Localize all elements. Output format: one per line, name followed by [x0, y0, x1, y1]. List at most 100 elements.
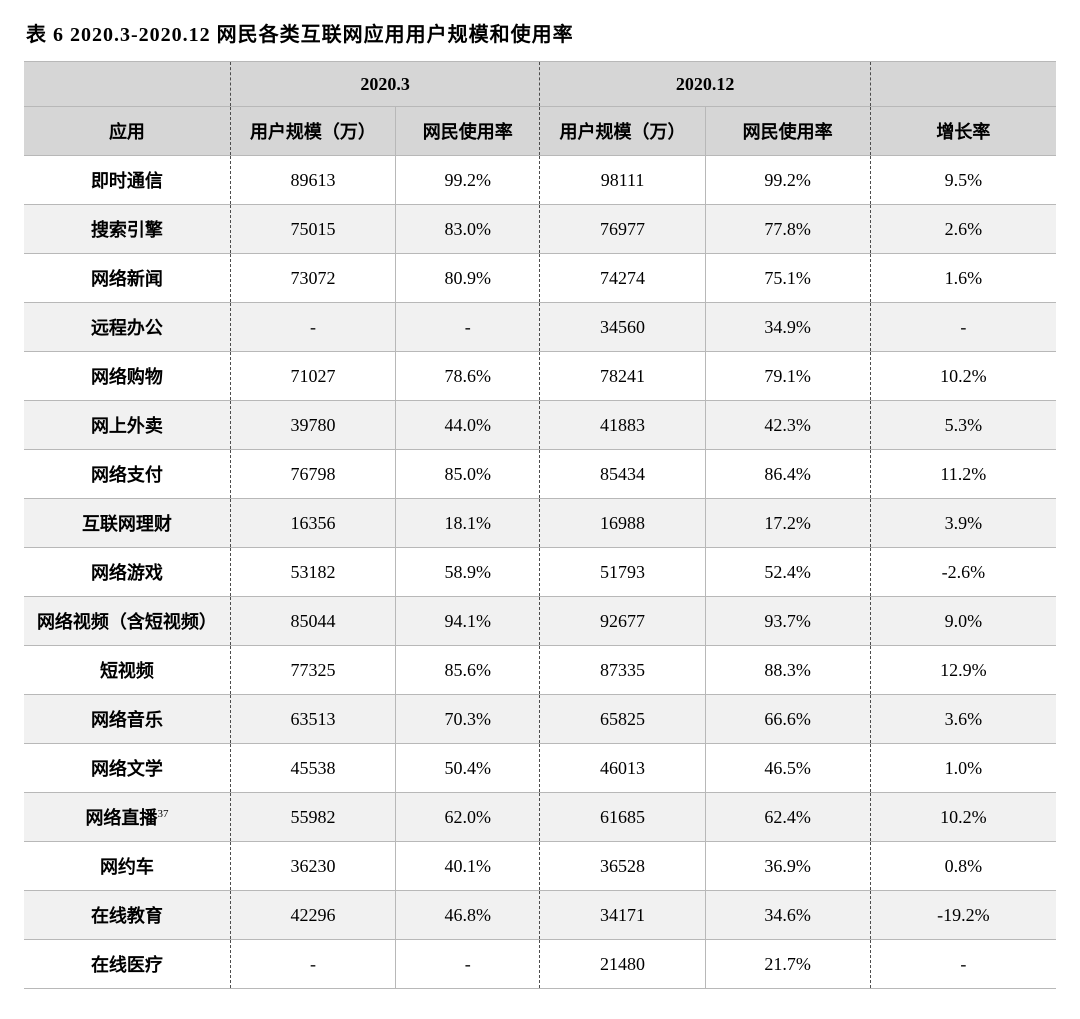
cell-scale-a: 42296: [230, 891, 395, 940]
cell-rate-b: 79.1%: [705, 352, 870, 401]
cell-rate-a: 85.0%: [396, 450, 540, 499]
cell-scale-a: 89613: [230, 156, 395, 205]
cell-rate-b: 34.6%: [705, 891, 870, 940]
cell-scale-a: 76798: [230, 450, 395, 499]
header-rate-a: 网民使用率: [396, 107, 540, 156]
cell-rate-a: -: [396, 940, 540, 989]
cell-growth: 12.9%: [870, 646, 1056, 695]
cell-app: 短视频: [24, 646, 230, 695]
cell-rate-a: 40.1%: [396, 842, 540, 891]
table-row: 网络新闻7307280.9%7427475.1%1.6%: [24, 254, 1056, 303]
cell-rate-b: 17.2%: [705, 499, 870, 548]
table-row: 网上外卖3978044.0%4188342.3%5.3%: [24, 401, 1056, 450]
cell-scale-a: 45538: [230, 744, 395, 793]
cell-scale-b: 16988: [540, 499, 705, 548]
cell-app: 网络音乐: [24, 695, 230, 744]
cell-rate-b: 93.7%: [705, 597, 870, 646]
cell-rate-a: 85.6%: [396, 646, 540, 695]
cell-scale-b: 34560: [540, 303, 705, 352]
cell-app: 网上外卖: [24, 401, 230, 450]
header-period-a: 2020.3: [230, 62, 540, 107]
cell-rate-a: 99.2%: [396, 156, 540, 205]
cell-rate-b: 77.8%: [705, 205, 870, 254]
cell-scale-b: 46013: [540, 744, 705, 793]
table-row: 短视频7732585.6%8733588.3%12.9%: [24, 646, 1056, 695]
header-blank-app: [24, 62, 230, 107]
cell-growth: -19.2%: [870, 891, 1056, 940]
table-row: 即时通信8961399.2%9811199.2%9.5%: [24, 156, 1056, 205]
table-row: 搜索引擎7501583.0%7697777.8%2.6%: [24, 205, 1056, 254]
cell-app: 在线医疗: [24, 940, 230, 989]
cell-rate-a: 18.1%: [396, 499, 540, 548]
table-row: 网络文学4553850.4%4601346.5%1.0%: [24, 744, 1056, 793]
cell-scale-a: 36230: [230, 842, 395, 891]
cell-scale-a: 71027: [230, 352, 395, 401]
header-scale-b: 用户规模（万）: [540, 107, 705, 156]
cell-app: 网络视频（含短视频）: [24, 597, 230, 646]
cell-rate-a: 80.9%: [396, 254, 540, 303]
cell-rate-b: 62.4%: [705, 793, 870, 842]
table-header: 2020.3 2020.12 应用 用户规模（万） 网民使用率 用户规模（万） …: [24, 62, 1056, 156]
cell-rate-a: 58.9%: [396, 548, 540, 597]
cell-app: 互联网理财: [24, 499, 230, 548]
cell-rate-b: 36.9%: [705, 842, 870, 891]
cell-rate-a: 62.0%: [396, 793, 540, 842]
table-row: 互联网理财1635618.1%1698817.2%3.9%: [24, 499, 1056, 548]
cell-growth: 9.5%: [870, 156, 1056, 205]
cell-rate-b: 88.3%: [705, 646, 870, 695]
cell-rate-b: 99.2%: [705, 156, 870, 205]
cell-scale-b: 21480: [540, 940, 705, 989]
cell-app: 网络文学: [24, 744, 230, 793]
cell-scale-a: 53182: [230, 548, 395, 597]
cell-growth: -: [870, 940, 1056, 989]
cell-rate-b: 66.6%: [705, 695, 870, 744]
table-row: 网络直播375598262.0%6168562.4%10.2%: [24, 793, 1056, 842]
footnote-marker: 37: [157, 808, 168, 820]
table-row: 网络视频（含短视频）8504494.1%9267793.7%9.0%: [24, 597, 1056, 646]
cell-rate-b: 21.7%: [705, 940, 870, 989]
cell-scale-a: 77325: [230, 646, 395, 695]
cell-app: 搜索引擎: [24, 205, 230, 254]
table-row: 远程办公--3456034.9%-: [24, 303, 1056, 352]
table-title: 表 6 2020.3-2020.12 网民各类互联网应用用户规模和使用率: [26, 18, 1056, 47]
cell-rate-a: -: [396, 303, 540, 352]
cell-scale-a: 16356: [230, 499, 395, 548]
cell-rate-b: 42.3%: [705, 401, 870, 450]
header-blank-growth: [870, 62, 1056, 107]
cell-rate-a: 50.4%: [396, 744, 540, 793]
data-table: 2020.3 2020.12 应用 用户规模（万） 网民使用率 用户规模（万） …: [24, 61, 1056, 989]
cell-scale-b: 51793: [540, 548, 705, 597]
cell-growth: 10.2%: [870, 793, 1056, 842]
cell-app: 网络新闻: [24, 254, 230, 303]
cell-growth: 10.2%: [870, 352, 1056, 401]
cell-app: 网络游戏: [24, 548, 230, 597]
cell-growth: 9.0%: [870, 597, 1056, 646]
header-rate-b: 网民使用率: [705, 107, 870, 156]
cell-rate-b: 75.1%: [705, 254, 870, 303]
cell-scale-b: 41883: [540, 401, 705, 450]
cell-scale-a: -: [230, 940, 395, 989]
cell-growth: 5.3%: [870, 401, 1056, 450]
table-row: 网络游戏5318258.9%5179352.4%-2.6%: [24, 548, 1056, 597]
cell-growth: 2.6%: [870, 205, 1056, 254]
cell-rate-b: 86.4%: [705, 450, 870, 499]
cell-app: 网络直播37: [24, 793, 230, 842]
cell-growth: 0.8%: [870, 842, 1056, 891]
cell-rate-a: 94.1%: [396, 597, 540, 646]
cell-rate-a: 83.0%: [396, 205, 540, 254]
cell-scale-b: 87335: [540, 646, 705, 695]
cell-growth: 3.6%: [870, 695, 1056, 744]
header-period-b: 2020.12: [540, 62, 870, 107]
cell-scale-a: -: [230, 303, 395, 352]
cell-growth: 1.0%: [870, 744, 1056, 793]
cell-scale-b: 78241: [540, 352, 705, 401]
header-scale-a: 用户规模（万）: [230, 107, 395, 156]
cell-growth: 1.6%: [870, 254, 1056, 303]
cell-app: 即时通信: [24, 156, 230, 205]
cell-growth: -2.6%: [870, 548, 1056, 597]
table-row: 网约车3623040.1%3652836.9%0.8%: [24, 842, 1056, 891]
cell-rate-b: 46.5%: [705, 744, 870, 793]
table-row: 网络支付7679885.0%8543486.4%11.2%: [24, 450, 1056, 499]
cell-rate-b: 52.4%: [705, 548, 870, 597]
cell-scale-b: 65825: [540, 695, 705, 744]
